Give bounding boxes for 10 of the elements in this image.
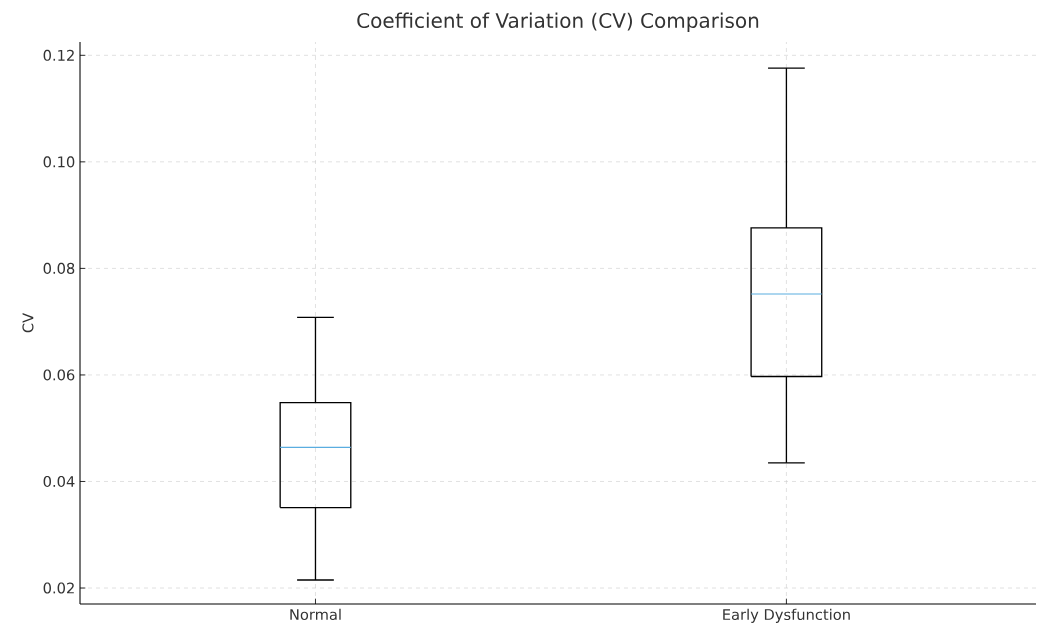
y-tick-label: 0.12 — [43, 49, 74, 61]
y-tick-label: 0.08 — [43, 262, 75, 274]
y-tick-label: 0.02 — [43, 582, 74, 594]
y-tick-label: 0.06 — [43, 369, 75, 381]
y-tick-label: 0.04 — [43, 475, 75, 488]
y-tick-label: 0.10 — [43, 156, 75, 168]
x-tick-label: Normal — [290, 608, 341, 621]
x-tick-label: Early Dysfunction — [723, 608, 850, 623]
y-axis-title: CV — [22, 312, 34, 333]
chart-title: Coefficient of Variation (CV) Comparison — [357, 12, 759, 32]
